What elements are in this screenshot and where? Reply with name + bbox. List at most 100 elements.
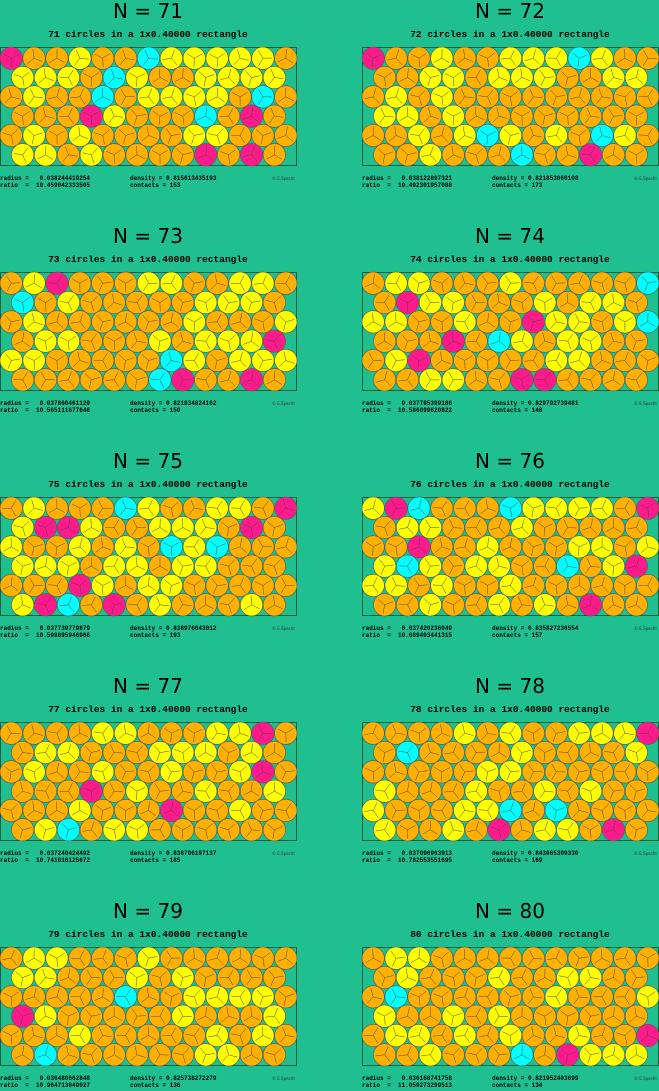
contact-line (86, 977, 92, 986)
contact-line (114, 1015, 123, 1021)
contact-line (530, 126, 534, 136)
contact-line (537, 747, 545, 753)
contact-line (22, 604, 32, 609)
contact-line (274, 790, 283, 796)
contact-line (68, 341, 70, 351)
contact-line (594, 546, 603, 552)
contact-line (121, 538, 126, 547)
contact-line (464, 957, 473, 963)
contact-line (536, 1054, 545, 1059)
contact-line (15, 1009, 23, 1017)
contact-line (106, 1054, 115, 1060)
contact-line (182, 340, 192, 344)
contact-line (567, 1051, 577, 1056)
contact-line (136, 565, 146, 571)
contact-line (561, 565, 568, 574)
contact-line (493, 1047, 500, 1055)
contact-line (239, 500, 245, 509)
contact-line (185, 93, 195, 98)
contact-line (624, 988, 630, 997)
contact-line (228, 969, 234, 978)
contact-line (460, 771, 465, 781)
contact-line (526, 540, 534, 548)
contact-line (434, 733, 443, 740)
contact-line (217, 543, 226, 548)
contact-line (445, 73, 454, 78)
contact-line (579, 542, 588, 548)
contact-line (647, 127, 653, 136)
ratio: ratio = 10.459042333505 (0, 182, 90, 189)
contact-line (125, 1035, 131, 1044)
contact-line (78, 126, 81, 136)
contact-line (616, 806, 626, 811)
contact-line (114, 790, 124, 792)
contact-line (91, 72, 99, 78)
contact-line (464, 732, 474, 736)
contact-line (642, 58, 649, 66)
contact-line (434, 360, 443, 367)
contact-line (79, 989, 86, 997)
contact-line (159, 1008, 165, 1017)
contact-line (513, 1015, 523, 1021)
contact-line (14, 74, 23, 78)
contact-line (533, 1035, 542, 1039)
contact-line (378, 558, 385, 567)
contact-line (102, 806, 112, 811)
contact-line (439, 537, 443, 547)
contact-line (136, 557, 138, 567)
contact-line (567, 565, 577, 569)
contact-line (491, 752, 500, 757)
contact-line (430, 752, 440, 755)
contact-line (399, 77, 408, 82)
contact-line (83, 565, 92, 571)
contact-line (221, 521, 229, 528)
contact-line (413, 764, 420, 772)
contact-line (34, 732, 43, 736)
contact-line (478, 995, 488, 998)
contact-line (48, 96, 58, 100)
contact-line (479, 54, 488, 59)
contact-line (265, 1052, 275, 1056)
contact-line (2, 132, 12, 136)
contact-line (190, 499, 195, 509)
contact-line (194, 805, 202, 811)
contact-line (94, 996, 103, 1001)
contact-line (384, 527, 388, 537)
contact-line (185, 995, 195, 998)
contact-line (93, 769, 103, 773)
contact-line (410, 993, 420, 998)
contact-line (176, 340, 183, 348)
contact-line (373, 957, 382, 963)
contact-line (251, 527, 254, 537)
contact-line (22, 296, 30, 303)
contact-line (152, 77, 161, 83)
contact-line (407, 1015, 415, 1023)
contact-line (547, 506, 557, 509)
contact-line (426, 566, 431, 575)
contact-line (91, 377, 100, 381)
contact-line (556, 50, 562, 59)
ratio: ratio = 10.586099620822 (362, 407, 452, 414)
contact-line (132, 519, 138, 528)
contact-line (277, 728, 286, 734)
contact-line (487, 732, 497, 736)
contact-line (203, 77, 206, 87)
contact-line (279, 315, 286, 323)
radius: radius = 0.037240424492 (0, 850, 90, 857)
density: density = 0.835827236554 (492, 625, 579, 632)
contact-line (373, 135, 381, 141)
contact-line (567, 784, 574, 792)
contact-line (282, 771, 287, 781)
contact-line (498, 302, 508, 306)
contact-line (272, 527, 275, 537)
contact-line (491, 302, 500, 309)
contact-line (565, 595, 568, 605)
contact-line (384, 151, 394, 156)
contact-line (381, 977, 385, 987)
contact-line (274, 1007, 279, 1017)
contact-line (22, 332, 24, 342)
contact-line (601, 283, 605, 292)
contact-line (364, 585, 374, 587)
contact-line (624, 580, 633, 586)
contact-line (601, 996, 607, 1005)
